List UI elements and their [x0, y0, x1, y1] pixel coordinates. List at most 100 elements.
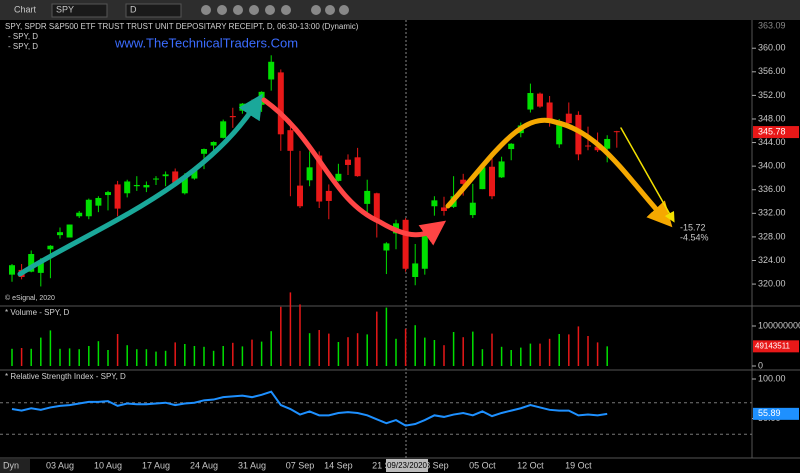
trend-arrows [17, 93, 675, 277]
volume-bar [107, 350, 109, 366]
volume-bar [452, 332, 455, 366]
volume-bar [587, 336, 589, 366]
x-tick-label: 12 Oct [517, 460, 544, 470]
volume-bar [59, 348, 61, 366]
volume-bar [78, 349, 80, 366]
volume-bar [520, 347, 522, 366]
toolbar-symbol[interactable]: SPY [56, 4, 74, 14]
volume-bar [299, 304, 301, 366]
volume-bar [500, 346, 503, 366]
volume-bar [347, 337, 349, 366]
candle-body [479, 167, 486, 190]
y-tick-label: 332.00 [758, 208, 786, 218]
y-tick-label: 340.00 [758, 161, 786, 171]
volume-bar [174, 342, 176, 366]
price-subtitle: - SPY, D [8, 42, 38, 51]
candle-body [114, 184, 121, 209]
candle-body [508, 143, 515, 150]
volume-bar [356, 333, 359, 366]
volume-title: * Volume - SPY, D [5, 308, 70, 317]
volume-bar [164, 350, 167, 366]
volume-bar [472, 331, 474, 366]
last-volume-label: 49143511 [755, 341, 791, 350]
volume-bar [251, 339, 253, 366]
volume-bar [20, 348, 23, 366]
toolbar [0, 0, 800, 20]
x-tick-label: 31 Aug [238, 460, 266, 470]
volume-bar [145, 349, 148, 366]
candle-body [575, 114, 582, 155]
volume-bar [337, 342, 340, 366]
axis-top-label: 363.09 [758, 20, 786, 30]
volume-bar [328, 333, 330, 366]
candle-body [421, 232, 428, 269]
volume-bar [376, 311, 378, 366]
candle-body [191, 169, 198, 179]
candle-body [402, 219, 409, 269]
candle-body [76, 212, 83, 217]
volume-bar [462, 337, 464, 366]
volume-bar [155, 351, 157, 366]
candle-body [498, 161, 505, 178]
candle-body [201, 149, 207, 154]
candle-body [181, 176, 188, 194]
candle-body [66, 224, 73, 238]
y-tick-label: 0 [758, 360, 763, 370]
candle-body [95, 197, 102, 206]
volume-bar [232, 342, 234, 366]
candle-body [239, 103, 246, 111]
volume-bar [184, 344, 186, 366]
volume-bar [433, 340, 436, 366]
toolbar-chart-label[interactable]: Chart [14, 4, 37, 14]
interval-box[interactable] [125, 3, 182, 18]
dyn-box[interactable] [0, 459, 30, 473]
volume-bar [280, 306, 282, 366]
last-rsi-label: 55.89 [758, 408, 781, 418]
candle-body [37, 261, 44, 273]
y-tick-label: 352.00 [758, 90, 786, 100]
x-tick-label: 14 Sep [324, 460, 353, 470]
candle-body [565, 113, 572, 124]
volume-bar [222, 346, 224, 366]
x-tick-label: 28 Sep [420, 460, 449, 470]
candle-body [105, 192, 111, 196]
volume-bar [308, 333, 311, 366]
price-subtitle: - SPY, D [8, 32, 38, 41]
volume-bar [30, 348, 32, 366]
volume-bar [424, 337, 426, 366]
candle-body [527, 93, 534, 110]
candle-body [9, 265, 15, 275]
toolbar-interval[interactable]: D [130, 4, 137, 14]
volume-bar [40, 337, 42, 366]
volume-bar [395, 338, 397, 366]
candle-body [489, 166, 495, 197]
volume-bar [136, 349, 138, 366]
candle-body [268, 61, 275, 80]
annotation: -4.54% [680, 232, 709, 242]
candle-body [335, 173, 342, 181]
volume-bar [558, 334, 560, 366]
volume-bar [88, 346, 90, 366]
rsi-line [11, 390, 608, 427]
candle-body [546, 102, 553, 120]
dyn-label[interactable]: Dyn [3, 460, 19, 470]
credit: © eSignal, 2020 [5, 294, 55, 302]
candle-body [47, 245, 54, 250]
candle-body [124, 181, 131, 194]
candle-body [28, 254, 35, 272]
candle-body [133, 185, 140, 187]
candle-body [594, 146, 601, 151]
symbol-box[interactable] [51, 3, 108, 18]
candle-body [297, 185, 303, 207]
candle-body [85, 199, 92, 217]
y-tick-label: 344.00 [758, 137, 786, 147]
x-tick-label: 19 Oct [565, 460, 592, 470]
last-volume-box [753, 340, 799, 353]
volume-bar [270, 331, 272, 366]
candle-body [172, 171, 179, 183]
volume-bar [126, 345, 128, 366]
x-tick-label: 24 Aug [190, 460, 218, 470]
annotation: -15.72 [680, 222, 706, 232]
y-tick-label: 336.00 [758, 184, 786, 194]
volume-bar [318, 330, 320, 366]
